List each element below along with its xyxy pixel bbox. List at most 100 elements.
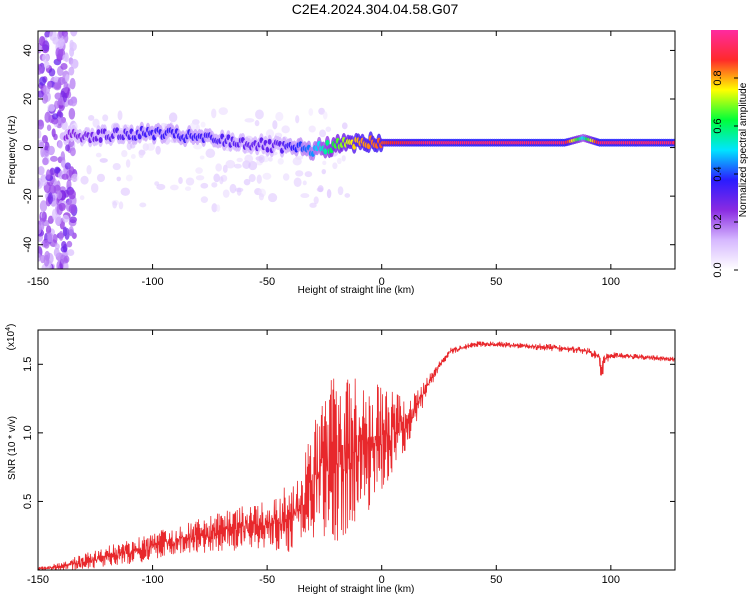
spectrogram-cell xyxy=(244,154,254,163)
snr-y-tick-label: 0.5 xyxy=(22,494,34,509)
spectrogram-cell xyxy=(262,172,272,180)
spectrogram-cell xyxy=(68,66,75,76)
spectrogram-cell xyxy=(57,140,63,149)
spectrogram-cell xyxy=(671,140,675,145)
spectrogram-cell xyxy=(43,239,50,249)
spectrogram-cell xyxy=(256,174,262,184)
spectrogram-cell xyxy=(268,156,273,162)
spectrogram-cell xyxy=(79,195,85,201)
spectrogram-cell xyxy=(98,137,103,144)
colorbar-gradient xyxy=(711,30,738,270)
spectrogram-panel: -150 -100 -50 0 50 100 -40 -20 0 20 40 Height of … xyxy=(7,30,676,296)
spectrogram-cell xyxy=(45,225,52,235)
spectrogram-cell xyxy=(199,155,205,160)
spectrogram-cell xyxy=(116,176,122,182)
colorbar-tick-label: 0.0 xyxy=(712,262,724,277)
spectrogram-cell xyxy=(195,175,205,181)
spectrogram-cell xyxy=(38,90,44,98)
spectrogram-cell xyxy=(62,226,68,237)
snr-x-tick-label: 0 xyxy=(379,574,385,586)
svg-text:(x104): (x104) xyxy=(5,324,17,351)
spectrogram-cell xyxy=(268,193,278,203)
spectrogram-cell xyxy=(71,173,79,182)
spectrogram-x-tick-label: 0 xyxy=(379,276,385,288)
spectrogram-cell xyxy=(325,126,332,132)
spectrogram-cell xyxy=(96,129,101,136)
spectrogram-cell xyxy=(68,107,76,120)
spectrogram-cell xyxy=(255,109,264,120)
spectrogram-cell xyxy=(58,202,66,212)
spectrogram-cell xyxy=(69,216,77,224)
spectrogram-cell xyxy=(63,189,70,198)
snr-y-ticks: 0.5 1.0 1.5 xyxy=(22,357,675,509)
spectrogram-cell xyxy=(61,240,67,249)
spectrogram-cell xyxy=(295,115,300,124)
spectrogram-cell xyxy=(341,155,346,162)
spectrogram-cell xyxy=(60,63,68,70)
spectrogram-cell xyxy=(184,186,192,191)
spectrogram-cell xyxy=(46,124,52,132)
spectrogram-cell xyxy=(49,167,55,176)
spectrogram-cell xyxy=(61,173,69,180)
spectrogram-cell xyxy=(337,186,344,196)
spectrogram-x-axis-label: Height of straight line (km) xyxy=(298,285,415,296)
spectrogram-cell xyxy=(38,35,46,47)
spectrogram-cell xyxy=(235,187,244,193)
spectrogram-cell xyxy=(318,107,325,115)
spectrogram-cell xyxy=(69,39,74,48)
spectrogram-cell xyxy=(38,166,45,176)
spectrogram-cell xyxy=(234,163,242,169)
spectrogram-cell xyxy=(69,96,78,107)
spectrogram-cell xyxy=(309,202,317,208)
spectrogram-cell xyxy=(322,111,328,120)
snr-frame xyxy=(37,329,676,571)
spectrogram-cell xyxy=(58,31,63,38)
spectrogram-cell xyxy=(293,177,302,188)
snr-y-tick-label: 1.0 xyxy=(22,425,34,440)
spectrogram-cell xyxy=(62,214,70,223)
spectrogram-cell xyxy=(112,201,118,209)
spectrogram-cell xyxy=(300,193,310,199)
spectrogram-cell xyxy=(118,201,124,210)
spectrogram-cell xyxy=(195,167,203,174)
colorbar-label: Normalized spectral amplitude xyxy=(738,82,749,217)
spectrogram-cell xyxy=(70,31,78,37)
spectrogram-cell xyxy=(68,204,77,214)
spectrogram-cell xyxy=(258,154,265,164)
colorbar-tick-label: 0.6 xyxy=(712,118,724,133)
spectrogram-cell xyxy=(213,173,221,183)
spectrogram-cell xyxy=(53,75,59,83)
snr-y-multiplier-exponent: 4 xyxy=(5,327,12,331)
snr-x-tick-label: 50 xyxy=(490,574,502,586)
spectrogram-cell xyxy=(56,191,63,200)
spectrogram-cell xyxy=(325,139,330,146)
spectrogram-cell xyxy=(68,189,76,200)
spectrogram-cell xyxy=(47,232,54,243)
spectrogram-cell xyxy=(120,187,131,196)
spectrogram-cell xyxy=(58,230,64,241)
spectrogram-cell xyxy=(200,182,209,189)
snr-y-axis-label: SNR (10 * v/v) xyxy=(7,416,18,480)
spectrogram-y-axis-label: Frequency (Hz) xyxy=(7,116,18,185)
spectrogram-cell xyxy=(53,82,62,91)
spectrogram-cell xyxy=(59,117,66,124)
spectrogram-y-ticks: -40 -20 0 20 40 xyxy=(22,44,675,253)
spectrogram-cell xyxy=(323,148,328,155)
spectrogram-cell xyxy=(54,166,61,174)
spectrogram-x-tick-label: -150 xyxy=(27,276,49,288)
spectrogram-cell xyxy=(64,162,71,170)
spectrogram-cell xyxy=(80,175,89,185)
spectrogram-cell xyxy=(43,254,50,267)
spectrogram-cell xyxy=(211,203,218,213)
spectrogram-cell xyxy=(125,159,131,168)
spectrogram-y-tick-label: -20 xyxy=(22,188,34,204)
spectrogram-cell xyxy=(70,58,79,69)
spectrogram-cell xyxy=(63,255,70,264)
spectrogram-cell xyxy=(205,148,216,158)
spectrogram-cell xyxy=(211,108,217,119)
spectrogram-cell xyxy=(222,189,230,198)
spectrogram-cell xyxy=(265,146,270,153)
spectrogram-cell xyxy=(267,138,272,145)
snr-y-multiplier-base: (x10 xyxy=(6,330,17,350)
colorbar-tick-label: 0.2 xyxy=(712,214,724,229)
